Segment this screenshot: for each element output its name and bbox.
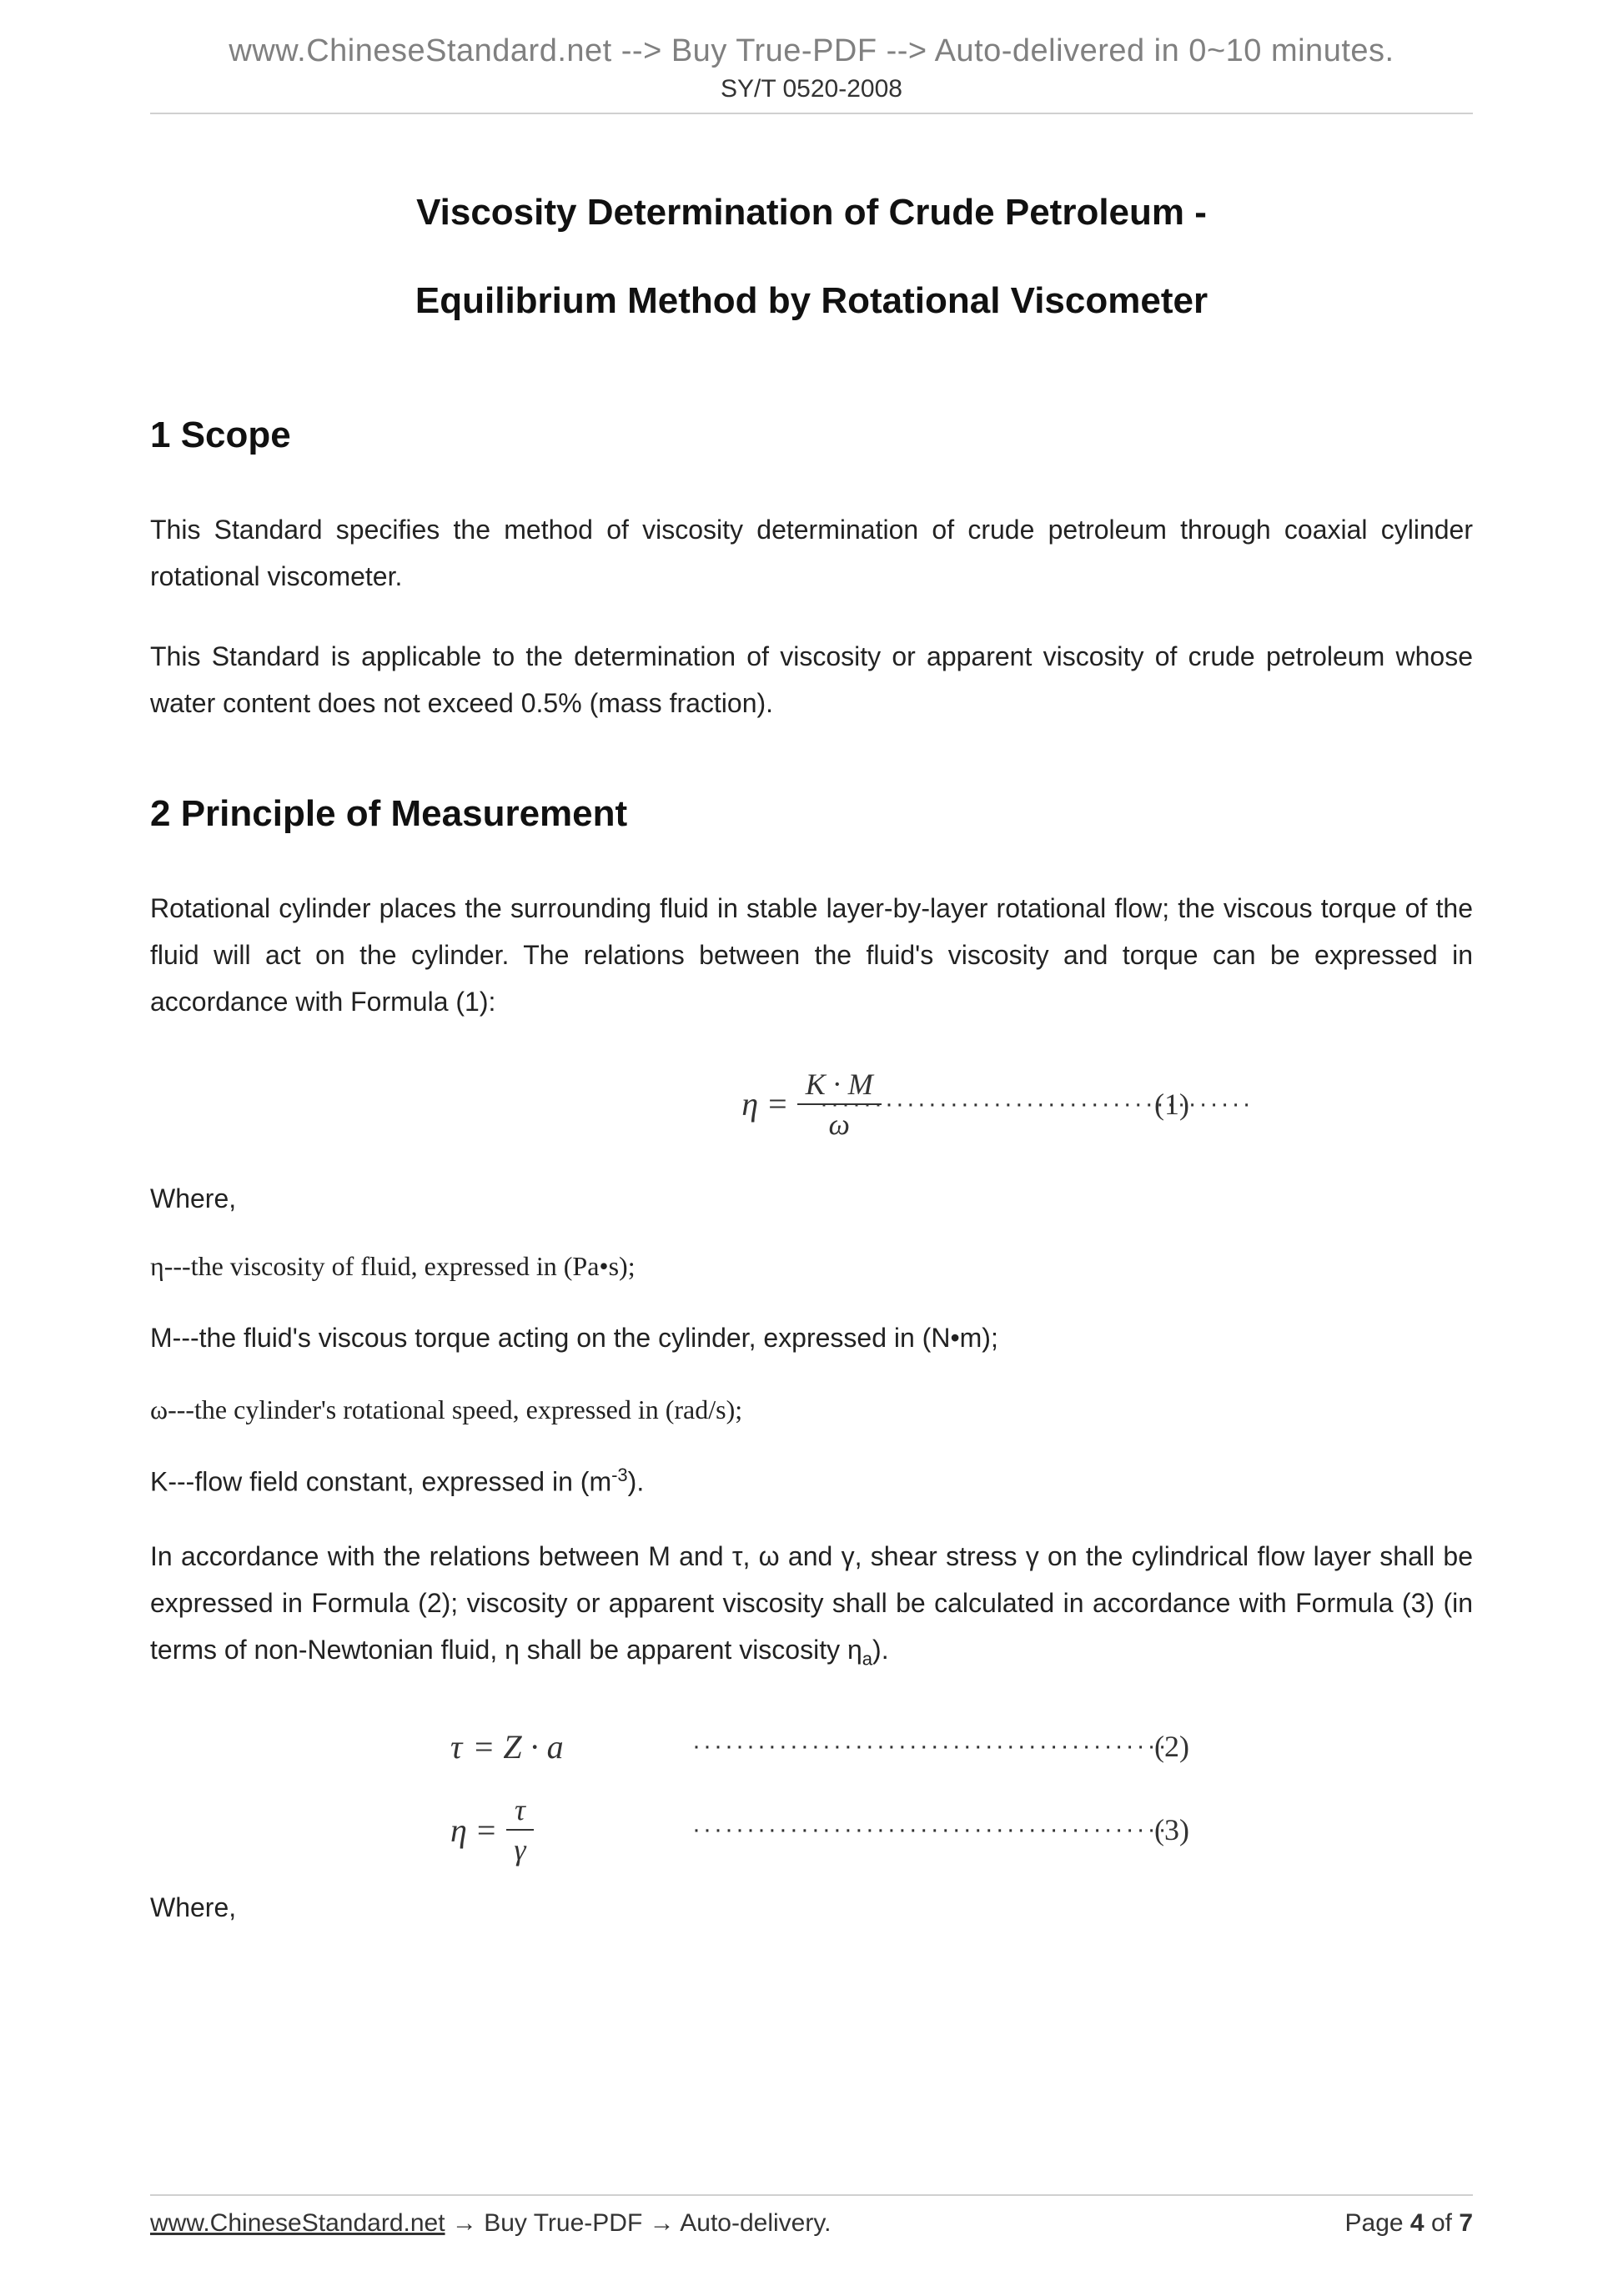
footer-rule — [150, 2194, 1473, 2196]
formula-3-fraction: τ γ — [505, 1792, 534, 1867]
footer-left: www.ChineseStandard.net → Buy True-PDF →… — [150, 2209, 831, 2238]
where-label-1: Where, — [150, 1183, 1473, 1214]
footer-link[interactable]: www.ChineseStandard.net — [150, 2209, 445, 2237]
standard-code: SY/T 0520-2008 — [0, 75, 1623, 103]
p2-subscript: a — [862, 1649, 872, 1670]
def-m: M---the fluid's viscous torque acting on… — [150, 1318, 1473, 1358]
def-eta-text: η---the viscosity of fluid, expressed in… — [150, 1251, 636, 1281]
formula-1-lhs: η — [741, 1084, 758, 1123]
footer-page-current: 4 — [1410, 2209, 1425, 2237]
formula-group: τ = Z · a ······························… — [150, 1709, 1473, 1867]
header-rule — [150, 113, 1473, 114]
def-omega: ω---the cylinder's rotational speed, exp… — [150, 1389, 1473, 1429]
header-watermark: www.ChineseStandard.net --> Buy True-PDF… — [0, 33, 1623, 69]
section-1-para-2: This Standard is applicable to the deter… — [150, 633, 1473, 726]
section-1-heading: 1 Scope — [150, 414, 1473, 456]
footer-right: Page 4 of 7 — [1345, 2209, 1473, 2238]
def-eta: η---the viscosity of fluid, expressed in… — [150, 1246, 1473, 1286]
formula-3-eq: = — [477, 1811, 496, 1850]
formula-3-number: (3) — [1154, 1812, 1189, 1847]
def-k-post: ). — [628, 1466, 645, 1496]
formula-1-number: (1) — [1154, 1087, 1189, 1122]
formula-3-numerator: τ — [506, 1792, 534, 1831]
section-2-para-1: Rotational cylinder places the surroundi… — [150, 885, 1473, 1025]
formula-1-eq: = — [768, 1084, 787, 1123]
formula-2-number: (2) — [1154, 1729, 1189, 1764]
content-area: 1 Scope This Standard specifies the meth… — [150, 414, 1473, 1924]
document-title: Viscosity Determination of Crude Petrole… — [150, 183, 1473, 331]
formula-2-expression: τ = Z · a — [450, 1727, 564, 1766]
formula-3-lhs: η — [450, 1811, 467, 1850]
def-k-pre: K---flow field constant, expressed in (m — [150, 1466, 611, 1496]
section-2-heading: 2 Principle of Measurement — [150, 793, 1473, 835]
where-label-2: Where, — [150, 1892, 1473, 1923]
formula-2-leader-dots: ········································… — [692, 1732, 1169, 1761]
formula-3-leader-dots: ········································… — [692, 1816, 1169, 1844]
def-k: K---flow field constant, expressed in (m… — [150, 1461, 1473, 1502]
def-k-exponent: -3 — [611, 1465, 628, 1485]
p2-pre: In accordance with the relations between… — [150, 1541, 1473, 1665]
footer-page-total: 7 — [1459, 2209, 1473, 2237]
footer-left-text: → Buy True-PDF → Auto-delivery. — [445, 2209, 832, 2237]
footer-page-mid: of — [1425, 2209, 1460, 2237]
title-line-1: Viscosity Determination of Crude Petrole… — [150, 183, 1473, 242]
def-omega-text: ω---the cylinder's rotational speed, exp… — [150, 1394, 742, 1424]
page-footer: www.ChineseStandard.net → Buy True-PDF →… — [150, 2209, 1473, 2238]
formula-2-rhs: = Z · a — [472, 1727, 563, 1766]
formula-2: τ = Z · a ······························… — [150, 1709, 1473, 1784]
section-1-para-1: This Standard specifies the method of vi… — [150, 506, 1473, 600]
formula-1: η = K · M ω ····························… — [150, 1058, 1473, 1150]
title-line-2: Equilibrium Method by Rotational Viscome… — [150, 272, 1473, 330]
formula-3-expression: η = τ γ — [450, 1792, 535, 1867]
p2-post: ). — [872, 1635, 889, 1665]
formula-3: η = τ γ ································… — [150, 1792, 1473, 1867]
footer-page-pre: Page — [1345, 2209, 1410, 2237]
section-2-para-2: In accordance with the relations between… — [150, 1533, 1473, 1676]
formula-2-lhs: τ — [450, 1727, 462, 1766]
formula-3-denominator: γ — [505, 1831, 534, 1867]
